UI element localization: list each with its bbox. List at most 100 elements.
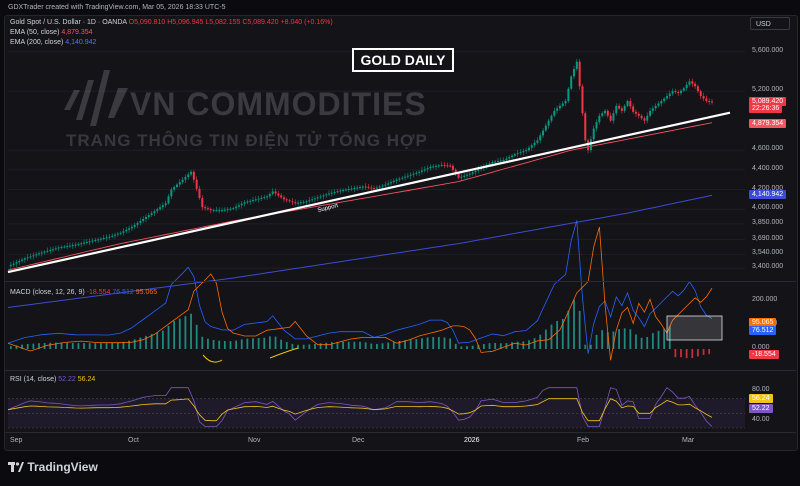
candle bbox=[615, 105, 618, 114]
candle bbox=[257, 198, 260, 200]
candle bbox=[181, 179, 184, 183]
candle bbox=[477, 169, 480, 171]
macd-histogram-bar bbox=[302, 344, 305, 349]
candle bbox=[578, 61, 581, 87]
macd-histogram-bar bbox=[612, 331, 615, 349]
candle bbox=[356, 187, 359, 189]
candle bbox=[389, 182, 392, 184]
candle bbox=[23, 258, 26, 260]
macd-histogram-bar bbox=[71, 342, 74, 349]
macd-histogram-bar bbox=[646, 336, 649, 349]
candle bbox=[671, 91, 674, 94]
pane-divider-macd[interactable] bbox=[4, 281, 796, 282]
candle bbox=[280, 195, 283, 198]
candle bbox=[156, 209, 159, 212]
candle bbox=[564, 101, 567, 104]
macd-histogram-bar bbox=[426, 337, 429, 349]
macd-histogram-bar bbox=[528, 340, 530, 349]
macd-histogram-bar bbox=[708, 349, 711, 355]
macd-histogram-bar bbox=[156, 332, 159, 349]
macd-histogram-bar bbox=[184, 316, 187, 349]
candle bbox=[420, 170, 423, 172]
candle bbox=[43, 251, 46, 253]
macd-histogram-bar bbox=[556, 320, 559, 349]
rsi-line bbox=[7, 387, 713, 427]
candle bbox=[573, 69, 576, 77]
candle bbox=[516, 153, 519, 155]
currency-selector[interactable]: USD bbox=[750, 17, 790, 30]
macd-histogram-bar bbox=[697, 349, 699, 357]
macd-axis-tick: 200.000 bbox=[752, 295, 778, 303]
candle bbox=[102, 238, 105, 240]
macd-histogram-bar bbox=[544, 329, 547, 349]
macd-histogram-bar bbox=[342, 341, 345, 349]
macd-histogram-bar bbox=[218, 340, 221, 349]
candle bbox=[561, 103, 564, 106]
candle bbox=[708, 101, 711, 102]
macd-histogram-bar bbox=[325, 342, 328, 349]
candle bbox=[654, 105, 657, 109]
macd-arrow-up bbox=[269, 347, 299, 359]
macd-histogram-bar bbox=[116, 342, 119, 349]
candle bbox=[536, 140, 539, 143]
macd-histogram-bar bbox=[618, 329, 620, 349]
pane-divider-rsi[interactable] bbox=[4, 370, 796, 371]
macd-legend[interactable]: MACD (close, 12, 26, 9) -18.554 76.512 9… bbox=[10, 289, 157, 296]
candle bbox=[702, 96, 705, 99]
macd-histogram-bar bbox=[657, 330, 660, 349]
macd-histogram-bar bbox=[409, 339, 412, 349]
price-axis-tick: 5,200.000 bbox=[752, 86, 784, 94]
macd-histogram-bar bbox=[128, 340, 130, 349]
candle bbox=[114, 234, 117, 236]
candle bbox=[271, 191, 274, 194]
macd-histogram-bar bbox=[105, 343, 108, 349]
candle bbox=[547, 120, 550, 126]
candle bbox=[83, 242, 86, 244]
candle bbox=[63, 246, 66, 248]
candle bbox=[297, 202, 300, 204]
candle bbox=[623, 105, 626, 111]
candle bbox=[111, 235, 114, 237]
candle bbox=[359, 187, 361, 189]
candle bbox=[305, 201, 308, 203]
macd-histogram-bar bbox=[263, 337, 266, 349]
macd-histogram-bar bbox=[145, 335, 147, 349]
candle bbox=[159, 207, 162, 210]
candle bbox=[161, 205, 164, 208]
ema50-legend[interactable]: EMA (50, close) 4,879.354 bbox=[10, 29, 93, 36]
candle bbox=[237, 205, 240, 207]
candle bbox=[195, 179, 198, 189]
macd-histogram-bar bbox=[111, 342, 114, 349]
tradingview-logo-icon bbox=[8, 461, 24, 475]
macd-label: MACD (close, 12, 26, 9) bbox=[10, 289, 85, 296]
candle bbox=[268, 193, 271, 197]
candle bbox=[308, 200, 311, 202]
candle bbox=[643, 118, 646, 121]
candle bbox=[682, 88, 685, 91]
candle bbox=[175, 184, 178, 188]
candle bbox=[285, 199, 288, 201]
tradingview-footer[interactable]: TradingView bbox=[8, 460, 98, 475]
ema200-legend[interactable]: EMA (200, close) 4,140.942 bbox=[10, 39, 96, 46]
candle bbox=[330, 192, 333, 194]
rsi-ma-value: 56.24 bbox=[77, 376, 96, 383]
price-axis-tick: 4,000.000 bbox=[752, 204, 784, 212]
candle bbox=[668, 93, 671, 97]
candle bbox=[384, 184, 387, 186]
candle bbox=[426, 168, 429, 170]
candle bbox=[173, 187, 176, 190]
price-axis-tick: 3,400.000 bbox=[752, 263, 784, 271]
time-axis-label: Feb bbox=[577, 437, 590, 444]
candle bbox=[128, 228, 131, 230]
candle bbox=[637, 113, 640, 116]
candle bbox=[201, 198, 204, 208]
candle bbox=[587, 140, 590, 151]
candle bbox=[468, 173, 471, 175]
rsi-legend[interactable]: RSI (14, close) 52.22 56.24 bbox=[10, 376, 95, 383]
candle bbox=[344, 189, 347, 191]
time-axis-label: Dec bbox=[352, 437, 365, 444]
candle bbox=[502, 160, 505, 161]
candle bbox=[153, 211, 156, 214]
candle bbox=[311, 199, 314, 201]
